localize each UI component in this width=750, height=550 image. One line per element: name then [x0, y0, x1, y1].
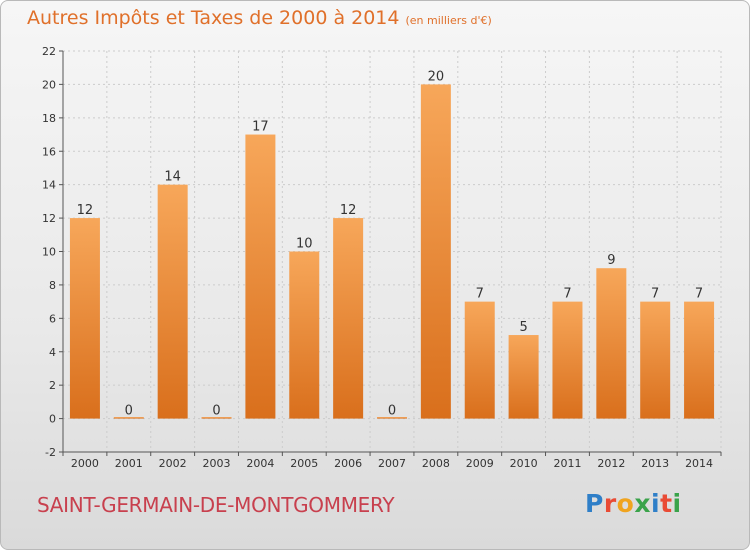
x-tick-label: 2013: [641, 457, 669, 470]
logo-letter: i: [672, 489, 682, 518]
y-tick-label: -2: [45, 446, 56, 459]
data-label: 5: [519, 320, 527, 335]
x-tick-label: 2010: [510, 457, 538, 470]
y-tick-label: 0: [49, 413, 56, 426]
data-label: 0: [125, 404, 133, 419]
data-label: 7: [563, 287, 571, 302]
y-tick-label: 10: [42, 246, 56, 259]
x-tick-label: 2006: [334, 457, 362, 470]
data-label: 20: [428, 69, 445, 84]
logo-letter: x: [634, 489, 651, 518]
bar: [245, 134, 276, 419]
data-label: 10: [296, 237, 313, 252]
data-label: 14: [164, 170, 181, 185]
data-label: 12: [340, 203, 357, 218]
y-tick-label: 6: [49, 312, 56, 325]
bars: [69, 84, 715, 419]
logo-letter: P: [585, 489, 604, 518]
bar: [508, 335, 539, 419]
data-label: 0: [212, 404, 220, 419]
chart-title: Autres Impôts et Taxes de 2000 à 2014 (en…: [27, 7, 492, 29]
y-tick-label: 2: [49, 379, 56, 392]
chart-unit: (en milliers d'€): [405, 14, 492, 27]
grid-lines: [62, 50, 722, 453]
bar: [464, 301, 495, 419]
x-tick-label: 2009: [466, 457, 494, 470]
logo-letter: i: [651, 489, 661, 518]
bar: [640, 301, 671, 419]
y-tick-label: 16: [42, 145, 56, 158]
y-tick-label: 8: [49, 279, 56, 292]
chart-title-text: Autres Impôts et Taxes de 2000 à 2014: [27, 7, 400, 29]
bar: [157, 184, 188, 419]
data-labels: 12 0 14 0 17 10 12 0 20 7 5 7 9 7 7: [77, 69, 704, 418]
data-label: 0: [388, 404, 396, 419]
bar: [377, 417, 407, 419]
y-tick-label: 14: [42, 179, 56, 192]
y-tick-label: 12: [42, 212, 56, 225]
bar: [596, 268, 627, 419]
x-tick-label: 2002: [159, 457, 187, 470]
logo-letter: o: [616, 489, 635, 518]
bar: [333, 218, 364, 419]
data-label: 7: [651, 287, 659, 302]
x-tick-label: 2008: [422, 457, 450, 470]
bar: [113, 417, 144, 419]
y-tick-label: 20: [42, 78, 56, 91]
x-tick-label: 2014: [685, 457, 713, 470]
logo-letter: r: [603, 489, 617, 518]
data-label: 7: [476, 287, 484, 302]
bar: [69, 218, 100, 419]
x-tick-label: 2004: [246, 457, 274, 470]
proxiti-logo: Proxiti: [585, 489, 682, 518]
x-tick-label: 2005: [290, 457, 318, 470]
commune-name: SAINT-GERMAIN-DE-MONTGOMMERY: [37, 493, 395, 517]
x-tick-label: 2000: [71, 457, 99, 470]
bar: [552, 301, 583, 419]
x-tick-label: 2007: [378, 457, 406, 470]
bar: [684, 301, 715, 419]
x-tick-label: 2001: [115, 457, 143, 470]
x-tick-label: 2003: [203, 457, 231, 470]
bar: [201, 417, 232, 419]
bar: [289, 251, 320, 419]
data-label: 9: [607, 253, 615, 268]
data-label: 17: [252, 120, 269, 135]
data-label: 12: [77, 203, 94, 218]
y-tick-label: 4: [49, 346, 56, 359]
x-tick-label: 2012: [597, 457, 625, 470]
y-tick-label: 18: [42, 112, 56, 125]
data-label: 7: [695, 287, 703, 302]
logo-letter: t: [660, 489, 673, 518]
bar: [420, 84, 451, 419]
x-tick-label: 2011: [553, 457, 581, 470]
y-tick-label: 22: [42, 45, 56, 58]
